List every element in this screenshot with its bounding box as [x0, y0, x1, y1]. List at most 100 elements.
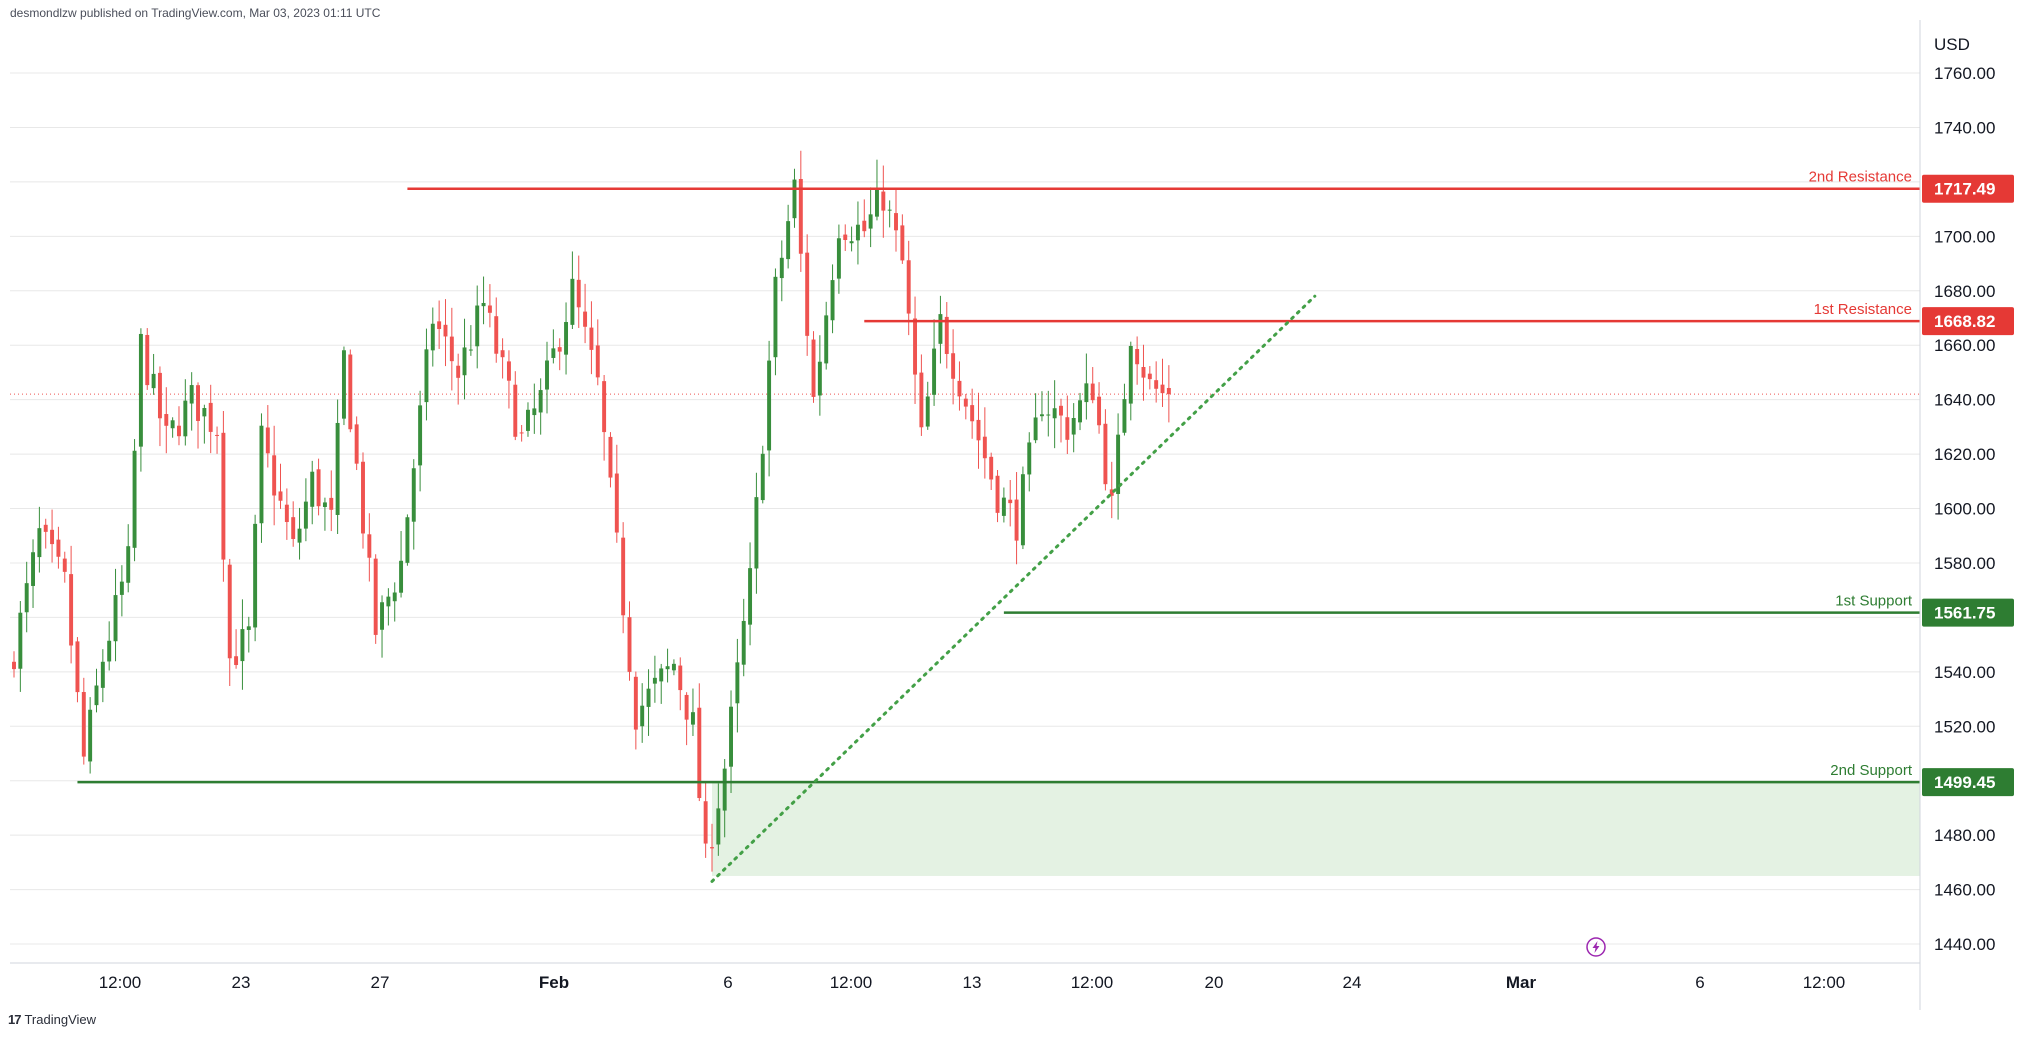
candle-body-53	[348, 354, 353, 430]
candle-body-16	[113, 595, 118, 642]
candle-80	[519, 425, 524, 442]
candle-body-82	[532, 408, 537, 416]
candle-body-79	[513, 384, 518, 437]
candle-body-91	[589, 327, 594, 350]
candle-body-63	[411, 468, 416, 522]
candle-body-26	[177, 425, 181, 437]
candle-171	[1097, 382, 1102, 434]
candle-body-64	[418, 405, 423, 466]
candle-body-61	[399, 560, 404, 593]
candle-body-40	[265, 427, 270, 454]
support-zone-layer	[10, 72, 1920, 945]
candle-body-157	[1008, 499, 1013, 504]
candle-168	[1078, 392, 1082, 431]
candle-body-9	[69, 574, 74, 646]
candle-148	[951, 329, 956, 405]
candle-body-174	[1116, 434, 1121, 494]
candle-body-4	[37, 528, 42, 558]
price-chart[interactable]: 2nd Resistance 1st Resistance 1st Support 2…	[0, 0, 2028, 1010]
candle-body-5	[43, 524, 48, 532]
candle-16	[113, 568, 118, 662]
candle-body-56	[367, 534, 372, 558]
candle-131	[843, 224, 848, 251]
x-tick-label-5: 12:00	[830, 973, 873, 992]
x-tick-label-2: 27	[371, 973, 390, 992]
candle-99	[640, 683, 645, 743]
candle-body-114	[735, 662, 740, 704]
candle-body-17	[119, 581, 124, 595]
candle-135	[868, 187, 873, 248]
candle-52	[341, 346, 346, 426]
candle-173	[1109, 461, 1114, 519]
candle-body-158	[1014, 499, 1019, 541]
candle-body-165	[1059, 405, 1063, 416]
candle-91	[589, 301, 594, 375]
candle-body-172	[1103, 423, 1108, 485]
candle-body-179	[1147, 373, 1152, 380]
x-tick-label-0: 12:00	[99, 973, 142, 992]
candle-96	[621, 522, 626, 634]
candle-21	[145, 328, 150, 390]
candle-95	[614, 444, 619, 543]
candle-61	[399, 531, 404, 598]
candle-body-178	[1141, 366, 1146, 378]
candle-body-149	[957, 380, 962, 397]
candle-98	[633, 671, 638, 750]
price-tags: 1717.49 1668.82 1561.75 1499.45	[1922, 174, 2014, 797]
price-tag-bg-3	[1922, 768, 2014, 797]
candle-154	[989, 452, 994, 490]
candle-104	[671, 659, 676, 676]
candle-body-152	[976, 419, 981, 441]
candle-body-71	[462, 347, 467, 376]
levels-layer: 2nd Resistance 1st Resistance 1st Support 2…	[77, 169, 1920, 784]
candle-90	[583, 283, 588, 344]
candle-body-156	[1001, 497, 1006, 516]
candle-body-76	[494, 316, 499, 354]
candle-72	[468, 325, 473, 356]
footer-brand[interactable]: 17 TradingView	[8, 1012, 96, 1027]
candle-body-137	[881, 191, 886, 211]
candle-body-130	[836, 238, 841, 279]
candle-body-176	[1128, 345, 1133, 404]
candle-169	[1084, 353, 1089, 420]
candle-body-83	[538, 390, 543, 413]
candle-73	[475, 285, 480, 369]
candle-body-8	[62, 558, 67, 572]
candle-85	[551, 329, 556, 364]
candle-body-104	[671, 663, 676, 671]
candle-body-126	[811, 339, 816, 397]
candle-body-18	[126, 546, 131, 583]
candle-36	[240, 599, 245, 690]
candle-body-153	[982, 436, 987, 459]
candle-body-182	[1166, 387, 1171, 395]
y-tick-label-11: 1660.00	[1934, 336, 1995, 355]
candle-48	[316, 458, 321, 516]
candle-23	[157, 366, 162, 447]
y-tick-label-4: 1520.00	[1934, 717, 1995, 736]
candle-176	[1128, 341, 1133, 421]
price-tag-bg-0	[1922, 174, 2014, 203]
candle-115	[741, 598, 746, 677]
support-zone	[711, 782, 1920, 876]
candle-body-146	[938, 314, 943, 344]
candle-24	[164, 387, 169, 454]
candle-body-70	[456, 365, 461, 378]
candle-body-163	[1046, 414, 1051, 416]
candle-86	[557, 338, 562, 371]
candle-body-7	[56, 539, 61, 557]
x-tick-label-12: 12:00	[1803, 973, 1846, 992]
candle-body-111	[716, 808, 721, 845]
x-tick-label-10: Mar	[1506, 973, 1537, 992]
candle-body-95	[614, 473, 619, 533]
candle-body-11	[81, 692, 86, 757]
candle-body-41	[272, 455, 277, 496]
candle-body-173	[1109, 489, 1114, 496]
candle-128	[824, 301, 829, 370]
candle-26	[177, 406, 181, 446]
candle-57	[373, 554, 378, 644]
lightning-icon[interactable]	[1586, 937, 1606, 957]
candle-body-50	[329, 497, 334, 510]
candle-body-161	[1033, 417, 1038, 441]
candle-163	[1046, 390, 1051, 437]
candle-25	[170, 417, 175, 438]
